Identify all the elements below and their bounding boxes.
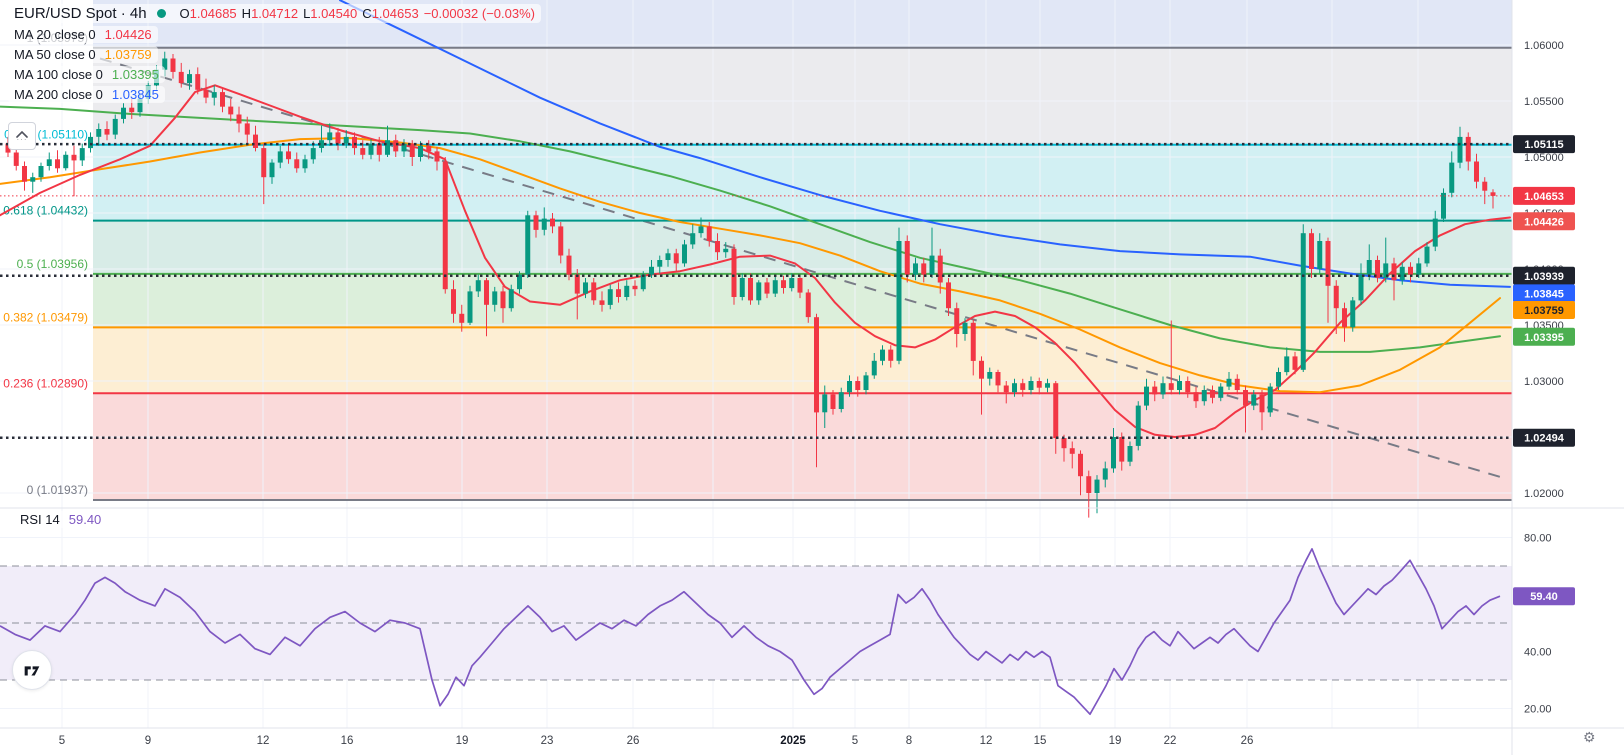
price-axis[interactable]: 1.060001.055001.050001.045001.040001.035… <box>1513 40 1575 716</box>
ma20-value: 1.04426 <box>104 27 152 42</box>
svg-text:1.04653: 1.04653 <box>1524 191 1564 203</box>
rsi-value: 59.40 <box>68 512 102 527</box>
MA 200 <box>339 0 1511 288</box>
svg-text:26: 26 <box>627 735 640 747</box>
ohlc-readout: O1.04685 H1.04712 L1.04540 C1.04653 −0.0… <box>180 6 535 21</box>
svg-text:1.03759: 1.03759 <box>1524 305 1564 317</box>
market-status-dot-icon <box>156 9 166 18</box>
indicator-row-ma100[interactable]: MA 100 close 0 1.03395 <box>8 66 165 83</box>
svg-text:1.02494: 1.02494 <box>1524 433 1565 445</box>
svg-text:26: 26 <box>1241 735 1254 747</box>
svg-text:59.40: 59.40 <box>1530 591 1558 603</box>
fib-levels: 1 (1.05975)0.786 (1.05110)0.618 (1.04432… <box>3 31 1512 501</box>
time-axis[interactable]: 5 9 12 16 19 23 26 2025 5 8 12 15 19 22 26 <box>59 735 1254 747</box>
svg-text:80.00: 80.00 <box>1524 533 1552 545</box>
rsi-label: RSI 14 <box>20 512 60 527</box>
svg-text:16: 16 <box>341 735 354 747</box>
ellipsis-icon: ··· <box>16 134 28 144</box>
open-value: 1.04685 <box>189 6 237 21</box>
rsi-line <box>0 548 1501 716</box>
key-levels <box>0 142 1512 439</box>
svg-text:1.02000: 1.02000 <box>1524 488 1564 500</box>
tradingview-logo-icon <box>24 666 40 676</box>
svg-text:0 (1.01937): 0 (1.01937) <box>27 483 88 497</box>
svg-text:1.03000: 1.03000 <box>1524 376 1564 388</box>
open-label: O <box>179 6 190 21</box>
svg-text:1.03395: 1.03395 <box>1524 332 1564 344</box>
high-label: H <box>241 6 252 21</box>
svg-text:1.03939: 1.03939 <box>1524 271 1564 283</box>
symbol-title: EUR/USD Spot · 4h <box>14 5 147 22</box>
svg-text:1.03845: 1.03845 <box>1524 288 1564 300</box>
low-label: L <box>303 6 311 21</box>
svg-text:12: 12 <box>980 735 993 747</box>
svg-text:1.05500: 1.05500 <box>1524 96 1564 108</box>
chevron-up-icon <box>16 130 28 138</box>
symbol-row[interactable]: EUR/USD Spot · 4h O1.04685 H1.04712 L1.0… <box>8 4 541 23</box>
svg-text:0.382 (1.03479): 0.382 (1.03479) <box>3 310 88 324</box>
fib-bands <box>93 0 1512 500</box>
ma200-label: MA 200 close 0 <box>14 87 103 102</box>
svg-text:9: 9 <box>145 735 151 747</box>
settings-gear-icon[interactable]: ⚙ <box>1583 729 1596 745</box>
svg-text:1.05115: 1.05115 <box>1524 139 1563 151</box>
high-value: 1.04712 <box>251 6 299 21</box>
svg-text:2025: 2025 <box>780 735 806 747</box>
ma200-value: 1.03845 <box>111 87 159 102</box>
moving-average-lines <box>0 0 1511 438</box>
svg-text:22: 22 <box>1164 735 1177 747</box>
rsi-legend-row[interactable]: RSI 14 59.40 <box>16 511 106 528</box>
svg-text:1.06000: 1.06000 <box>1524 40 1564 52</box>
close-value: 1.04653 <box>371 6 419 21</box>
svg-text:1.04426: 1.04426 <box>1524 216 1564 228</box>
change-value: −0.00032 (−0.03%) <box>423 6 535 21</box>
chart-legend: EUR/USD Spot · 4h O1.04685 H1.04712 L1.0… <box>8 4 541 106</box>
svg-text:23: 23 <box>541 735 554 747</box>
svg-text:1.05000: 1.05000 <box>1524 152 1564 164</box>
ma100-label: MA 100 close 0 <box>14 67 103 82</box>
svg-text:8: 8 <box>906 735 912 747</box>
svg-text:40.00: 40.00 <box>1524 647 1552 659</box>
ma100-value: 1.03395 <box>111 67 159 82</box>
indicator-row-ma200[interactable]: MA 200 close 0 1.03845 <box>8 86 165 103</box>
legend-collapse-button[interactable]: ··· <box>8 122 36 150</box>
close-label: C <box>362 6 372 21</box>
tradingview-logo[interactable] <box>12 650 52 690</box>
ma50-label: MA 50 close 0 <box>14 47 96 62</box>
svg-text:19: 19 <box>456 735 469 747</box>
indicator-row-ma20[interactable]: MA 20 close 0 1.04426 <box>8 26 158 43</box>
MA 100 <box>0 105 1501 353</box>
ma50-value: 1.03759 <box>104 47 152 62</box>
svg-text:5: 5 <box>852 735 858 747</box>
svg-text:15: 15 <box>1034 735 1047 747</box>
svg-text:20.00: 20.00 <box>1524 704 1552 716</box>
svg-text:5: 5 <box>59 735 65 747</box>
svg-text:0.236 (1.02890): 0.236 (1.02890) <box>3 376 88 390</box>
ma20-label: MA 20 close 0 <box>14 27 96 42</box>
MA 50 <box>0 137 1501 394</box>
svg-text:19: 19 <box>1109 735 1122 747</box>
svg-text:0.618 (1.04432): 0.618 (1.04432) <box>3 204 88 218</box>
svg-text:0.5 (1.03956): 0.5 (1.03956) <box>17 257 88 271</box>
low-value: 1.04540 <box>310 6 358 21</box>
rsi-pane <box>0 548 1512 716</box>
svg-text:12: 12 <box>257 735 270 747</box>
indicator-row-ma50[interactable]: MA 50 close 0 1.03759 <box>8 46 158 63</box>
